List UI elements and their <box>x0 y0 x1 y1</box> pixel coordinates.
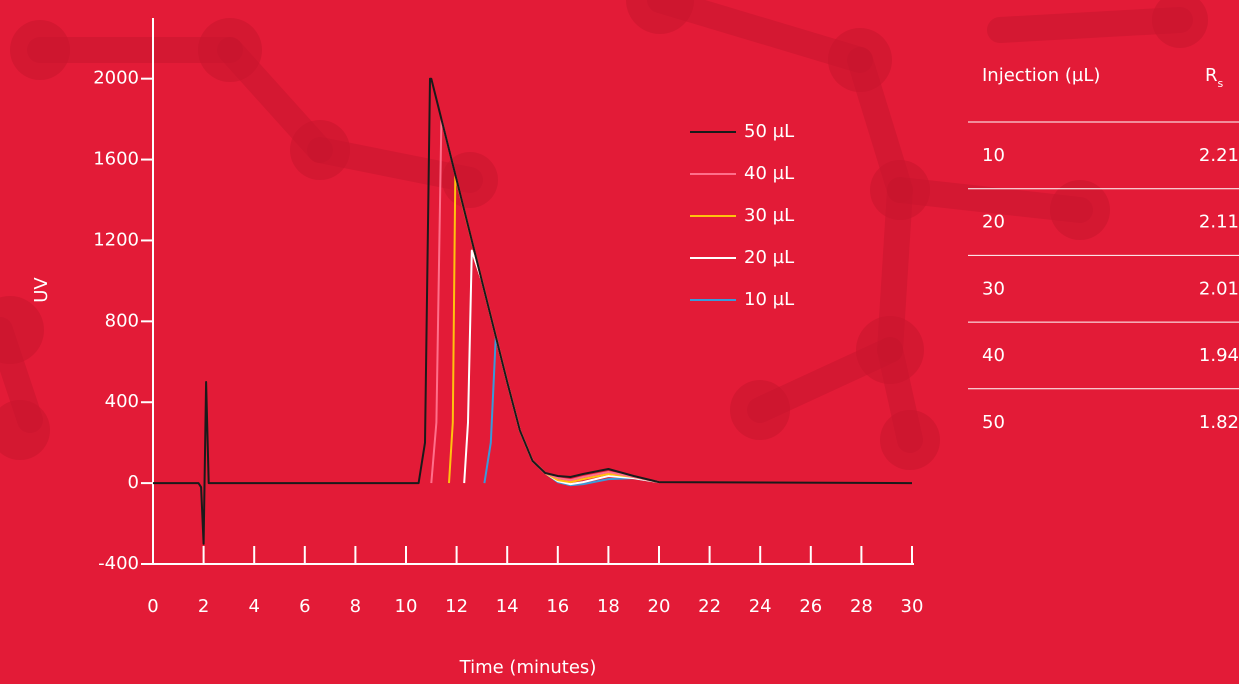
table-cell: 2.01 <box>1199 278 1239 299</box>
table-cell: 20 <box>982 212 1005 233</box>
x-tick-label: 18 <box>597 596 620 617</box>
y-tick-label: 800 <box>105 310 139 331</box>
background <box>0 0 1239 684</box>
table-cell: 1.94 <box>1199 345 1239 366</box>
x-tick-label: 24 <box>749 596 772 617</box>
x-axis-label: Time (minutes) <box>459 657 597 678</box>
x-tick-label: 10 <box>395 596 418 617</box>
x-tick-label: 30 <box>901 596 924 617</box>
x-tick-label: 6 <box>299 596 310 617</box>
table-cell: 40 <box>982 345 1005 366</box>
x-tick-label: 0 <box>147 596 158 617</box>
x-tick-label: 2 <box>198 596 209 617</box>
table-cell: 2.21 <box>1199 145 1239 166</box>
table-cell: 50 <box>982 412 1005 433</box>
x-tick-label: 22 <box>698 596 721 617</box>
y-axis-label: UV <box>31 277 52 303</box>
y-tick-label: -400 <box>98 553 139 574</box>
x-tick-label: 16 <box>546 596 569 617</box>
table-header-subscript: s <box>1218 77 1224 90</box>
x-tick-label: 12 <box>445 596 468 617</box>
y-tick-label: 2000 <box>93 68 139 89</box>
y-tick-label: 400 <box>105 391 139 412</box>
table-cell: 10 <box>982 145 1005 166</box>
x-tick-label: 20 <box>648 596 671 617</box>
x-tick-label: 26 <box>799 596 822 617</box>
table-header: Injection (µL) <box>982 65 1100 86</box>
x-tick-label: 8 <box>350 596 361 617</box>
legend-label: 50 µL <box>744 121 794 142</box>
legend-label: 20 µL <box>744 247 794 268</box>
x-tick-label: 14 <box>496 596 519 617</box>
legend-label: 30 µL <box>744 205 794 226</box>
x-tick-label: 28 <box>850 596 873 617</box>
y-tick-label: 1600 <box>93 149 139 170</box>
table-cell: 1.82 <box>1199 412 1239 433</box>
table-cell: 30 <box>982 278 1005 299</box>
table-cell: 2.11 <box>1199 212 1239 233</box>
table-header: R <box>1205 65 1218 86</box>
y-tick-label: 0 <box>128 472 139 493</box>
page: UV Time (minutes) Injection (µL) Rs 10 2.… <box>0 0 1239 684</box>
legend-label: 40 µL <box>744 163 794 184</box>
y-tick-label: 1200 <box>93 229 139 250</box>
x-tick-label: 4 <box>248 596 259 617</box>
legend-label: 10 µL <box>744 289 794 310</box>
